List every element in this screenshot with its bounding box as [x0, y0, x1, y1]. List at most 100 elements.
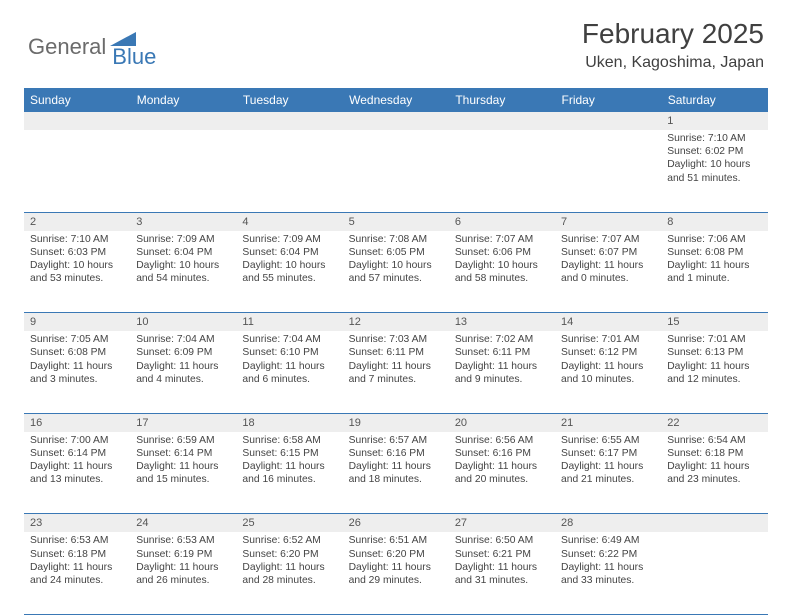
day-number — [130, 112, 236, 130]
day-cell-body: Sunrise: 7:10 AMSunset: 6:02 PMDaylight:… — [661, 130, 767, 189]
day-cell-body: Sunrise: 7:03 AMSunset: 6:11 PMDaylight:… — [343, 331, 449, 390]
day-cell-body: Sunrise: 6:51 AMSunset: 6:20 PMDaylight:… — [343, 532, 449, 591]
day-number — [555, 112, 661, 130]
day-number: 8 — [661, 212, 767, 231]
day-number: 28 — [555, 514, 661, 533]
day-header: Wednesday — [343, 88, 449, 112]
daynum-row: 1 — [24, 112, 768, 130]
day-number: 10 — [130, 313, 236, 332]
calendar-table: SundayMondayTuesdayWednesdayThursdayFrid… — [24, 88, 768, 615]
day-cell: Sunrise: 7:09 AMSunset: 6:04 PMDaylight:… — [130, 231, 236, 313]
day-cell: Sunrise: 7:07 AMSunset: 6:07 PMDaylight:… — [555, 231, 661, 313]
day-number: 22 — [661, 413, 767, 432]
day-cell-body: Sunrise: 7:09 AMSunset: 6:04 PMDaylight:… — [130, 231, 236, 290]
day-cell: Sunrise: 7:06 AMSunset: 6:08 PMDaylight:… — [661, 231, 767, 313]
day-cell: Sunrise: 6:55 AMSunset: 6:17 PMDaylight:… — [555, 432, 661, 514]
day-header: Monday — [130, 88, 236, 112]
day-cell — [449, 130, 555, 212]
day-number: 19 — [343, 413, 449, 432]
week-row: Sunrise: 7:10 AMSunset: 6:02 PMDaylight:… — [24, 130, 768, 212]
day-number: 14 — [555, 313, 661, 332]
daynum-row: 232425262728 — [24, 514, 768, 533]
day-cell: Sunrise: 7:07 AMSunset: 6:06 PMDaylight:… — [449, 231, 555, 313]
day-cell — [130, 130, 236, 212]
day-header: Sunday — [24, 88, 130, 112]
day-cell: Sunrise: 7:08 AMSunset: 6:05 PMDaylight:… — [343, 231, 449, 313]
day-cell: Sunrise: 6:54 AMSunset: 6:18 PMDaylight:… — [661, 432, 767, 514]
logo-text-general: General — [28, 34, 106, 60]
day-header: Friday — [555, 88, 661, 112]
day-cell — [555, 130, 661, 212]
day-cell: Sunrise: 6:59 AMSunset: 6:14 PMDaylight:… — [130, 432, 236, 514]
day-cell-body: Sunrise: 6:53 AMSunset: 6:19 PMDaylight:… — [130, 532, 236, 591]
day-cell-body: Sunrise: 7:00 AMSunset: 6:14 PMDaylight:… — [24, 432, 130, 491]
day-cell-body: Sunrise: 7:01 AMSunset: 6:12 PMDaylight:… — [555, 331, 661, 390]
day-cell — [24, 130, 130, 212]
day-cell: Sunrise: 6:52 AMSunset: 6:20 PMDaylight:… — [236, 532, 342, 614]
day-cell: Sunrise: 6:53 AMSunset: 6:18 PMDaylight:… — [24, 532, 130, 614]
day-cell: Sunrise: 7:02 AMSunset: 6:11 PMDaylight:… — [449, 331, 555, 413]
day-cell: Sunrise: 7:04 AMSunset: 6:09 PMDaylight:… — [130, 331, 236, 413]
day-number — [24, 112, 130, 130]
day-cell: Sunrise: 6:49 AMSunset: 6:22 PMDaylight:… — [555, 532, 661, 614]
day-number: 5 — [343, 212, 449, 231]
day-number: 24 — [130, 514, 236, 533]
day-number: 11 — [236, 313, 342, 332]
day-cell-body: Sunrise: 7:10 AMSunset: 6:03 PMDaylight:… — [24, 231, 130, 290]
day-cell: Sunrise: 6:53 AMSunset: 6:19 PMDaylight:… — [130, 532, 236, 614]
day-cell-body: Sunrise: 7:04 AMSunset: 6:10 PMDaylight:… — [236, 331, 342, 390]
day-number — [449, 112, 555, 130]
day-cell — [343, 130, 449, 212]
week-row: Sunrise: 7:05 AMSunset: 6:08 PMDaylight:… — [24, 331, 768, 413]
day-cell: Sunrise: 7:10 AMSunset: 6:03 PMDaylight:… — [24, 231, 130, 313]
day-number: 4 — [236, 212, 342, 231]
day-number: 27 — [449, 514, 555, 533]
day-cell — [661, 532, 767, 614]
day-cell-body: Sunrise: 6:58 AMSunset: 6:15 PMDaylight:… — [236, 432, 342, 491]
day-header: Thursday — [449, 88, 555, 112]
title-block: February 2025 Uken, Kagoshima, Japan — [582, 18, 764, 72]
day-cell-body: Sunrise: 7:02 AMSunset: 6:11 PMDaylight:… — [449, 331, 555, 390]
day-cell-body: Sunrise: 6:59 AMSunset: 6:14 PMDaylight:… — [130, 432, 236, 491]
day-cell-body: Sunrise: 6:55 AMSunset: 6:17 PMDaylight:… — [555, 432, 661, 491]
day-number: 12 — [343, 313, 449, 332]
day-cell-body: Sunrise: 7:07 AMSunset: 6:07 PMDaylight:… — [555, 231, 661, 290]
day-cell: Sunrise: 6:50 AMSunset: 6:21 PMDaylight:… — [449, 532, 555, 614]
day-cell: Sunrise: 7:10 AMSunset: 6:02 PMDaylight:… — [661, 130, 767, 212]
day-number: 9 — [24, 313, 130, 332]
day-header-row: SundayMondayTuesdayWednesdayThursdayFrid… — [24, 88, 768, 112]
day-number: 18 — [236, 413, 342, 432]
daynum-row: 16171819202122 — [24, 413, 768, 432]
day-cell-body: Sunrise: 7:09 AMSunset: 6:04 PMDaylight:… — [236, 231, 342, 290]
day-number: 25 — [236, 514, 342, 533]
day-cell: Sunrise: 7:01 AMSunset: 6:12 PMDaylight:… — [555, 331, 661, 413]
day-cell-body: Sunrise: 6:56 AMSunset: 6:16 PMDaylight:… — [449, 432, 555, 491]
daynum-row: 9101112131415 — [24, 313, 768, 332]
day-cell-body: Sunrise: 7:04 AMSunset: 6:09 PMDaylight:… — [130, 331, 236, 390]
day-cell-body: Sunrise: 6:53 AMSunset: 6:18 PMDaylight:… — [24, 532, 130, 591]
day-cell-body: Sunrise: 7:01 AMSunset: 6:13 PMDaylight:… — [661, 331, 767, 390]
day-number: 21 — [555, 413, 661, 432]
day-number: 23 — [24, 514, 130, 533]
day-cell-body: Sunrise: 6:54 AMSunset: 6:18 PMDaylight:… — [661, 432, 767, 491]
day-cell: Sunrise: 7:04 AMSunset: 6:10 PMDaylight:… — [236, 331, 342, 413]
day-cell: Sunrise: 7:00 AMSunset: 6:14 PMDaylight:… — [24, 432, 130, 514]
day-cell: Sunrise: 7:05 AMSunset: 6:08 PMDaylight:… — [24, 331, 130, 413]
location: Uken, Kagoshima, Japan — [582, 54, 764, 72]
day-cell: Sunrise: 7:03 AMSunset: 6:11 PMDaylight:… — [343, 331, 449, 413]
day-number: 2 — [24, 212, 130, 231]
daynum-row: 2345678 — [24, 212, 768, 231]
day-number — [661, 514, 767, 533]
day-number — [236, 112, 342, 130]
day-cell-body: Sunrise: 7:07 AMSunset: 6:06 PMDaylight:… — [449, 231, 555, 290]
logo: General Blue — [28, 24, 156, 70]
day-cell-body: Sunrise: 7:06 AMSunset: 6:08 PMDaylight:… — [661, 231, 767, 290]
day-cell-body: Sunrise: 6:50 AMSunset: 6:21 PMDaylight:… — [449, 532, 555, 591]
day-number: 16 — [24, 413, 130, 432]
day-cell — [236, 130, 342, 212]
day-number: 15 — [661, 313, 767, 332]
day-cell-body: Sunrise: 6:49 AMSunset: 6:22 PMDaylight:… — [555, 532, 661, 591]
month-title: February 2025 — [582, 18, 764, 50]
day-header: Saturday — [661, 88, 767, 112]
day-cell-body: Sunrise: 7:08 AMSunset: 6:05 PMDaylight:… — [343, 231, 449, 290]
